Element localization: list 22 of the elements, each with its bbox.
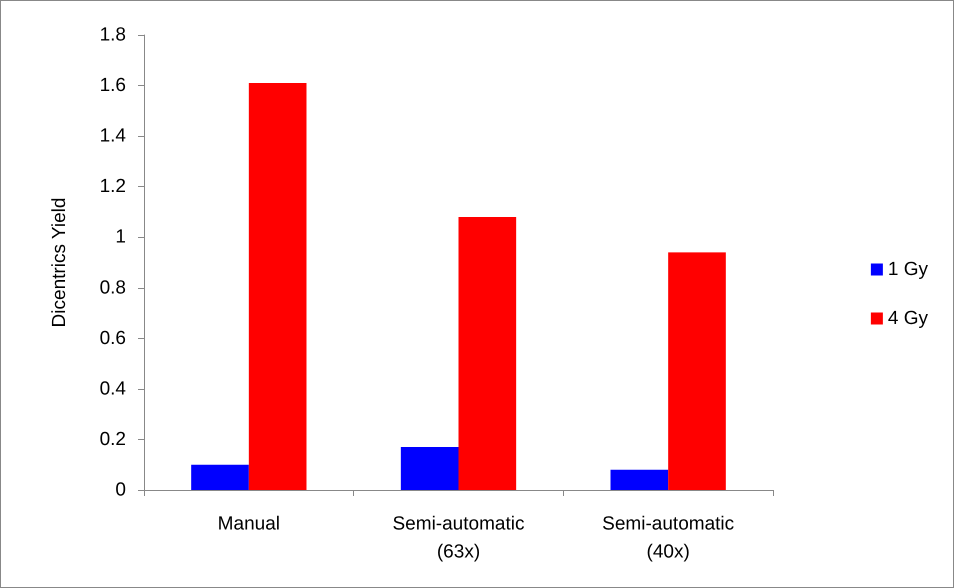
bar	[458, 217, 516, 490]
y-tick-label: 1.6	[100, 75, 126, 96]
x-tick-label: Semi-automatic (40x)	[602, 514, 734, 562]
y-tick-label: 0	[115, 480, 126, 500]
bar	[248, 83, 306, 490]
x-tick-label: Manual	[218, 514, 280, 534]
x-tick-label: Semi-automatic (63x)	[392, 514, 524, 562]
bar	[191, 464, 249, 490]
y-tick-label: 0.6	[100, 328, 126, 349]
y-tick-label: 1.2	[100, 176, 126, 198]
legend-label: 4 Gy	[888, 308, 928, 329]
legend-label: 1 Gy	[888, 259, 928, 280]
y-tick-label: 1	[115, 226, 126, 248]
y-tick-label: 1.4	[100, 126, 126, 147]
bar	[400, 447, 458, 490]
y-tick-label: 0.2	[100, 428, 126, 450]
y-tick-label: 0.4	[100, 378, 126, 400]
bar	[610, 470, 668, 490]
y-tick-label: 1.8	[100, 24, 126, 46]
bar	[668, 252, 726, 490]
y-tick-label: 0.8	[100, 277, 126, 298]
y-axis-title: Dicentrics Yield	[49, 198, 70, 328]
